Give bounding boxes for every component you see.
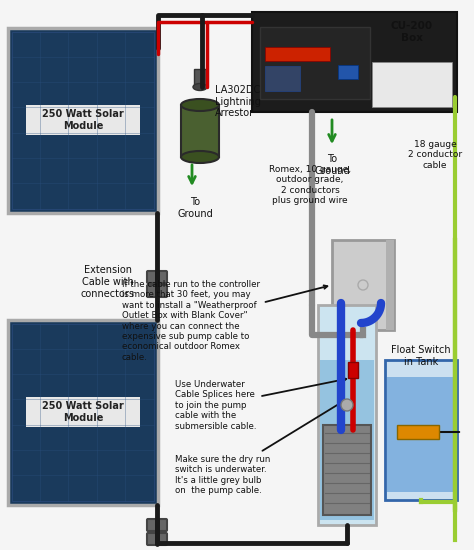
Bar [12, 32, 154, 209]
Bar [265, 47, 330, 61]
Text: 250 Watt Solar
Module: 250 Watt Solar Module [42, 109, 124, 131]
Circle shape [358, 280, 368, 290]
Bar [323, 425, 371, 515]
Circle shape [341, 399, 353, 411]
FancyBboxPatch shape [147, 285, 167, 297]
Bar [8, 28, 158, 213]
Text: Romex, 10 gauge,
outdoor grade,
2 conductors
plus ground wire: Romex, 10 gauge, outdoor grade, 2 conduc… [269, 165, 351, 205]
Text: Make sure the dry run
switch is underwater.
It's a little grey bulb
on  the pump: Make sure the dry run switch is underwat… [175, 402, 343, 495]
FancyBboxPatch shape [147, 519, 167, 531]
Text: 18 gauge
2 conductor
cable: 18 gauge 2 conductor cable [408, 140, 462, 170]
FancyBboxPatch shape [147, 271, 167, 283]
Bar [8, 320, 158, 505]
Bar [26, 105, 140, 135]
Text: Float Switch
in Tank: Float Switch in Tank [391, 345, 451, 367]
Bar [385, 360, 457, 500]
Bar [332, 240, 394, 330]
Text: Use Underwater
Cable Splices here
to join the pump
cable with the
submersible ca: Use Underwater Cable Splices here to joi… [175, 378, 346, 431]
Bar [194, 69, 206, 87]
Bar [260, 27, 370, 99]
Bar [252, 12, 457, 112]
Bar [338, 65, 358, 79]
Bar [26, 397, 140, 427]
Bar [386, 240, 394, 330]
Ellipse shape [193, 84, 207, 91]
Text: If the cable run to the controller
is more that 30 feet, you may
want to install: If the cable run to the controller is mo… [122, 280, 328, 362]
Text: 250 Watt Solar
Module: 250 Watt Solar Module [42, 401, 124, 423]
Bar [320, 360, 374, 520]
Ellipse shape [181, 151, 219, 163]
Bar [387, 377, 455, 492]
Bar [348, 362, 358, 378]
Ellipse shape [181, 99, 219, 111]
Text: To
Ground: To Ground [177, 197, 213, 218]
Bar [318, 305, 376, 525]
Text: LA302DC
Lightning
Arrestor: LA302DC Lightning Arrestor [215, 85, 261, 118]
Bar [397, 425, 439, 439]
Bar [12, 324, 154, 501]
Bar [265, 66, 300, 91]
Text: CU-200
Box: CU-200 Box [391, 21, 433, 43]
FancyBboxPatch shape [147, 533, 167, 545]
Bar [181, 105, 219, 157]
Bar [372, 62, 452, 107]
Text: To
Ground: To Ground [314, 154, 350, 175]
Text: Extension
Cable with
connectors: Extension Cable with connectors [81, 266, 135, 299]
